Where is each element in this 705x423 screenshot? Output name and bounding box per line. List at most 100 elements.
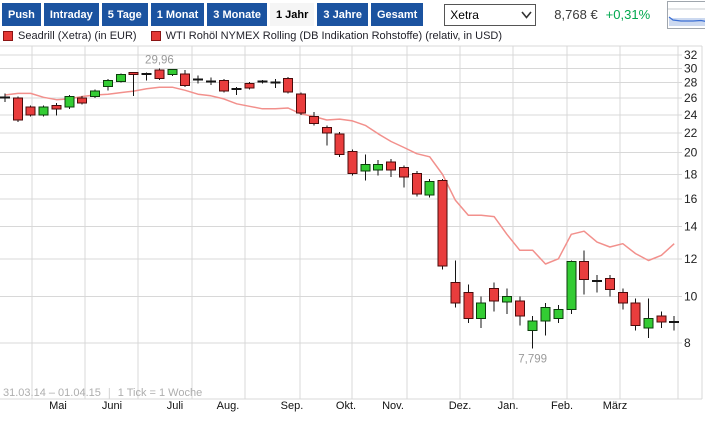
candle (193, 75, 204, 84)
range-button-3-monate[interactable]: 3 Monate (207, 3, 267, 26)
candle (51, 102, 62, 116)
candle (450, 260, 461, 308)
y-axis-label: 20 (684, 146, 698, 160)
range-button-1-monat[interactable]: 1 Monat (150, 3, 205, 26)
range-button-1-jahr[interactable]: 1 Jahr (269, 3, 315, 26)
legend: Seadrill (Xetra) (in EUR) WTI Rohöl NYMEX… (3, 30, 502, 42)
x-axis-label: Sep. (281, 400, 304, 412)
y-axis-label: 24 (684, 108, 698, 122)
y-axis-label: 30 (684, 61, 698, 75)
candle (0, 93, 10, 103)
candle (527, 316, 538, 349)
candle (321, 125, 332, 146)
x-axis-label: Jan. (498, 400, 519, 412)
candle (244, 82, 255, 90)
candle (296, 92, 307, 115)
y-axis-label: 10 (684, 290, 698, 304)
gridlines (0, 45, 703, 400)
footer-separator: | (107, 387, 111, 399)
candle (283, 76, 294, 94)
candle (25, 105, 36, 117)
candle (411, 171, 422, 197)
range-button-intraday[interactable]: Intraday (43, 3, 99, 26)
candle (437, 179, 448, 270)
y-axis-label: 32 (684, 48, 698, 62)
x-axis-label: Mai (49, 400, 67, 412)
candle (308, 112, 319, 126)
y-axis-label: 12 (684, 252, 698, 266)
x-axis-label: Okt. (336, 400, 356, 412)
exchange-select[interactable]: Xetra (444, 3, 537, 26)
candle (489, 282, 500, 312)
candle (579, 250, 590, 295)
toolbar: Push Intraday 5 Tage 1 Monat 3 Monate 1 Jahr 3… (2, 3, 650, 26)
y-axis-label: 8 (684, 336, 691, 350)
candle (592, 274, 603, 293)
candle (90, 89, 101, 99)
candle (360, 154, 371, 181)
candle (257, 79, 268, 84)
candle (643, 298, 654, 338)
current-price: 8,768 € (554, 7, 598, 22)
range-button-3-jahre[interactable]: 3 Jahre (317, 3, 368, 26)
y-axis-label: 28 (684, 76, 698, 90)
candle (501, 288, 512, 314)
x-axis-label: Feb. (551, 400, 573, 412)
candle (398, 165, 409, 188)
legend-swatch-icon (150, 31, 161, 41)
candle (154, 68, 165, 80)
exchange-select-wrapper: Xetra (444, 3, 537, 26)
candle (218, 79, 229, 93)
y-axis-label: 14 (684, 220, 698, 234)
candle (38, 105, 49, 117)
candle (424, 179, 435, 198)
candle (347, 149, 358, 176)
candle (270, 79, 281, 89)
thumbnail-line (668, 16, 705, 22)
candle (553, 305, 564, 324)
y-axis-label: 26 (684, 91, 698, 105)
range-button-5-tage[interactable]: 5 Tage (101, 3, 148, 26)
candle (12, 96, 23, 122)
candle (540, 302, 551, 336)
candle (604, 274, 615, 297)
candle (334, 131, 345, 157)
candle (386, 158, 397, 177)
y-axis-label: 18 (684, 168, 698, 182)
range-button-gesamt[interactable]: Gesamt (370, 3, 424, 26)
thumbnail-area (669, 18, 705, 26)
tick-info: 1 Tick = 1 Woche (117, 387, 203, 399)
legend-label: WTI Rohöl NYMEX Rolling (DB Indikation R… (165, 30, 503, 42)
candle (205, 77, 216, 85)
candle (463, 284, 474, 324)
candle (373, 160, 384, 176)
range-buttons: Push Intraday 5 Tage 1 Monat 3 Monate 1 Jahr 3… (2, 3, 424, 26)
candle (102, 79, 113, 91)
wti-line (4, 86, 675, 265)
legend-label: Seadrill (Xetra) (in EUR) (18, 30, 137, 42)
candle (180, 69, 191, 88)
date-range: 31.03.14 – 01.04.15 (3, 387, 101, 399)
annotation-label: 29,96 (145, 55, 174, 67)
legend-item: Seadrill (Xetra) (in EUR) (3, 30, 137, 42)
candles (0, 68, 680, 349)
price-change-badge: +0,31% (605, 7, 651, 22)
candle (566, 260, 577, 314)
x-axis-label: Nov. (382, 400, 404, 412)
x-axis-label: Dez. (449, 400, 472, 412)
candle (669, 316, 680, 331)
range-button-push[interactable]: Push (2, 3, 41, 26)
y-axis-label: 16 (684, 192, 698, 206)
candle (167, 68, 178, 77)
candle (656, 311, 667, 328)
candle (617, 288, 628, 310)
legend-swatch-icon (3, 31, 13, 41)
y-axis-label: 22 (684, 126, 698, 140)
candle (77, 95, 88, 105)
candle (141, 72, 152, 81)
mini-chart-thumbnail[interactable] (667, 1, 705, 29)
chart-footer: 31.03.14 – 01.04.15 | 1 Tick = 1 Woche (3, 387, 202, 399)
legend-item: WTI Rohöl NYMEX Rolling (DB Indikation R… (150, 30, 503, 42)
candle (115, 73, 126, 83)
